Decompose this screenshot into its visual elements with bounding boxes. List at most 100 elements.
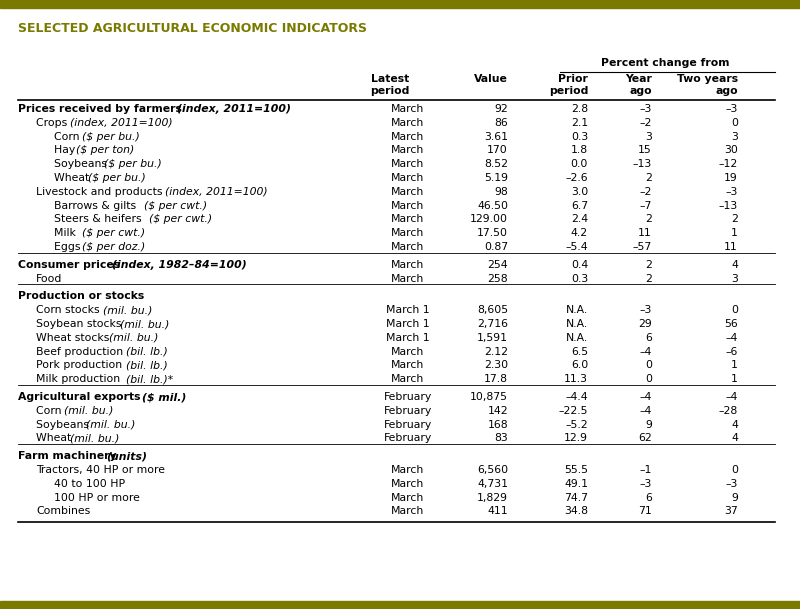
Text: (mil. bu.): (mil. bu.) [64, 406, 114, 416]
Text: 6.7: 6.7 [571, 200, 588, 211]
Text: 12.9: 12.9 [564, 434, 588, 443]
Text: 2.1: 2.1 [571, 118, 588, 128]
Text: 142: 142 [487, 406, 508, 416]
Text: Soybeans: Soybeans [54, 159, 110, 169]
Text: Milk production: Milk production [36, 374, 124, 384]
Text: –2.6: –2.6 [566, 173, 588, 183]
Text: 11.3: 11.3 [564, 374, 588, 384]
Text: 2.12: 2.12 [484, 347, 508, 357]
Text: 74.7: 74.7 [564, 493, 588, 502]
Text: 30: 30 [724, 146, 738, 155]
Text: 46.50: 46.50 [477, 200, 508, 211]
Text: 62: 62 [638, 434, 652, 443]
Text: Year
ago: Year ago [625, 74, 652, 96]
Text: –1: –1 [640, 465, 652, 475]
Text: Prices received by farmers: Prices received by farmers [18, 104, 186, 114]
Text: –5.2: –5.2 [566, 420, 588, 429]
Text: 17.8: 17.8 [484, 374, 508, 384]
Text: Agricultural exports: Agricultural exports [18, 392, 144, 402]
Text: 9: 9 [731, 493, 738, 502]
Text: (index, 1982–84=100): (index, 1982–84=100) [112, 260, 247, 270]
Text: 258: 258 [487, 273, 508, 284]
Text: 3.61: 3.61 [484, 132, 508, 142]
Text: March: March [391, 347, 425, 357]
Text: –4.4: –4.4 [566, 392, 588, 402]
Text: –13: –13 [718, 200, 738, 211]
Text: Soybeans: Soybeans [36, 420, 93, 429]
Text: March: March [391, 118, 425, 128]
Text: –12: –12 [718, 159, 738, 169]
Text: (bil. lb.): (bil. lb.) [126, 361, 167, 370]
Text: Wheat: Wheat [36, 434, 74, 443]
Text: 8,605: 8,605 [477, 305, 508, 315]
Text: 17.50: 17.50 [477, 228, 508, 238]
Text: 2.30: 2.30 [484, 361, 508, 370]
Text: –4: –4 [640, 392, 652, 402]
Text: Corn: Corn [36, 406, 65, 416]
Text: 0.0: 0.0 [570, 159, 588, 169]
Text: –3: –3 [640, 104, 652, 114]
Text: ($ per cwt.): ($ per cwt.) [144, 200, 206, 211]
Text: 98: 98 [494, 187, 508, 197]
Text: 1.8: 1.8 [571, 146, 588, 155]
Text: –13: –13 [633, 159, 652, 169]
Text: 170: 170 [487, 146, 508, 155]
Text: 71: 71 [638, 507, 652, 516]
Text: 2.4: 2.4 [571, 214, 588, 224]
Text: SELECTED AGRICULTURAL ECONOMIC INDICATORS: SELECTED AGRICULTURAL ECONOMIC INDICATOR… [18, 22, 367, 35]
Text: 92: 92 [494, 104, 508, 114]
Text: 29: 29 [638, 319, 652, 329]
Text: ($ per cwt.): ($ per cwt.) [149, 214, 212, 224]
Text: March: March [391, 374, 425, 384]
Text: 0: 0 [731, 305, 738, 315]
Text: Wheat stocks: Wheat stocks [36, 333, 113, 343]
Text: 1: 1 [731, 361, 738, 370]
Text: –28: –28 [718, 406, 738, 416]
Text: –4: –4 [640, 347, 652, 357]
Text: 0: 0 [645, 374, 652, 384]
Text: Tractors, 40 HP or more: Tractors, 40 HP or more [36, 465, 165, 475]
Text: March: March [391, 361, 425, 370]
Text: March: March [391, 228, 425, 238]
Text: 49.1: 49.1 [564, 479, 588, 489]
Text: 86: 86 [494, 118, 508, 128]
Text: March: March [391, 507, 425, 516]
Text: –4: –4 [726, 392, 738, 402]
Text: Latest
period: Latest period [370, 74, 410, 96]
Text: ($ mil.): ($ mil.) [142, 392, 186, 402]
Text: 3.0: 3.0 [570, 187, 588, 197]
Text: Steers & heifers: Steers & heifers [54, 214, 145, 224]
Text: –22.5: –22.5 [558, 406, 588, 416]
Text: (index, 2011=100): (index, 2011=100) [178, 104, 291, 114]
Text: –2: –2 [640, 187, 652, 197]
Text: –6: –6 [726, 347, 738, 357]
Text: (bil. lb.)*: (bil. lb.)* [126, 374, 173, 384]
Text: Farm machinery: Farm machinery [18, 451, 120, 461]
Text: ($ per cwt.): ($ per cwt.) [82, 228, 145, 238]
Text: Corn stocks: Corn stocks [36, 305, 103, 315]
Text: 19: 19 [724, 173, 738, 183]
Text: (mil. bu.): (mil. bu.) [70, 434, 119, 443]
Text: March: March [391, 479, 425, 489]
Text: 2,716: 2,716 [477, 319, 508, 329]
Text: ($ per bu.): ($ per bu.) [104, 159, 162, 169]
Text: 10,875: 10,875 [470, 392, 508, 402]
Text: (mil. bu.): (mil. bu.) [103, 305, 153, 315]
Text: 0.4: 0.4 [570, 260, 588, 270]
Text: Eggs: Eggs [54, 242, 84, 252]
Text: Beef production: Beef production [36, 347, 126, 357]
Text: –3: –3 [640, 305, 652, 315]
Text: 11: 11 [638, 228, 652, 238]
Text: –3: –3 [726, 104, 738, 114]
Text: 4: 4 [731, 434, 738, 443]
Text: –4: –4 [640, 406, 652, 416]
Text: Prior
period: Prior period [549, 74, 588, 96]
Text: 6.0: 6.0 [570, 361, 588, 370]
Text: 1: 1 [731, 228, 738, 238]
Text: March: March [391, 146, 425, 155]
Text: ($ per bu.): ($ per bu.) [82, 132, 140, 142]
Text: 8.52: 8.52 [484, 159, 508, 169]
Text: (mil. bu.): (mil. bu.) [109, 333, 158, 343]
Text: February: February [384, 392, 432, 402]
Text: 2: 2 [731, 214, 738, 224]
